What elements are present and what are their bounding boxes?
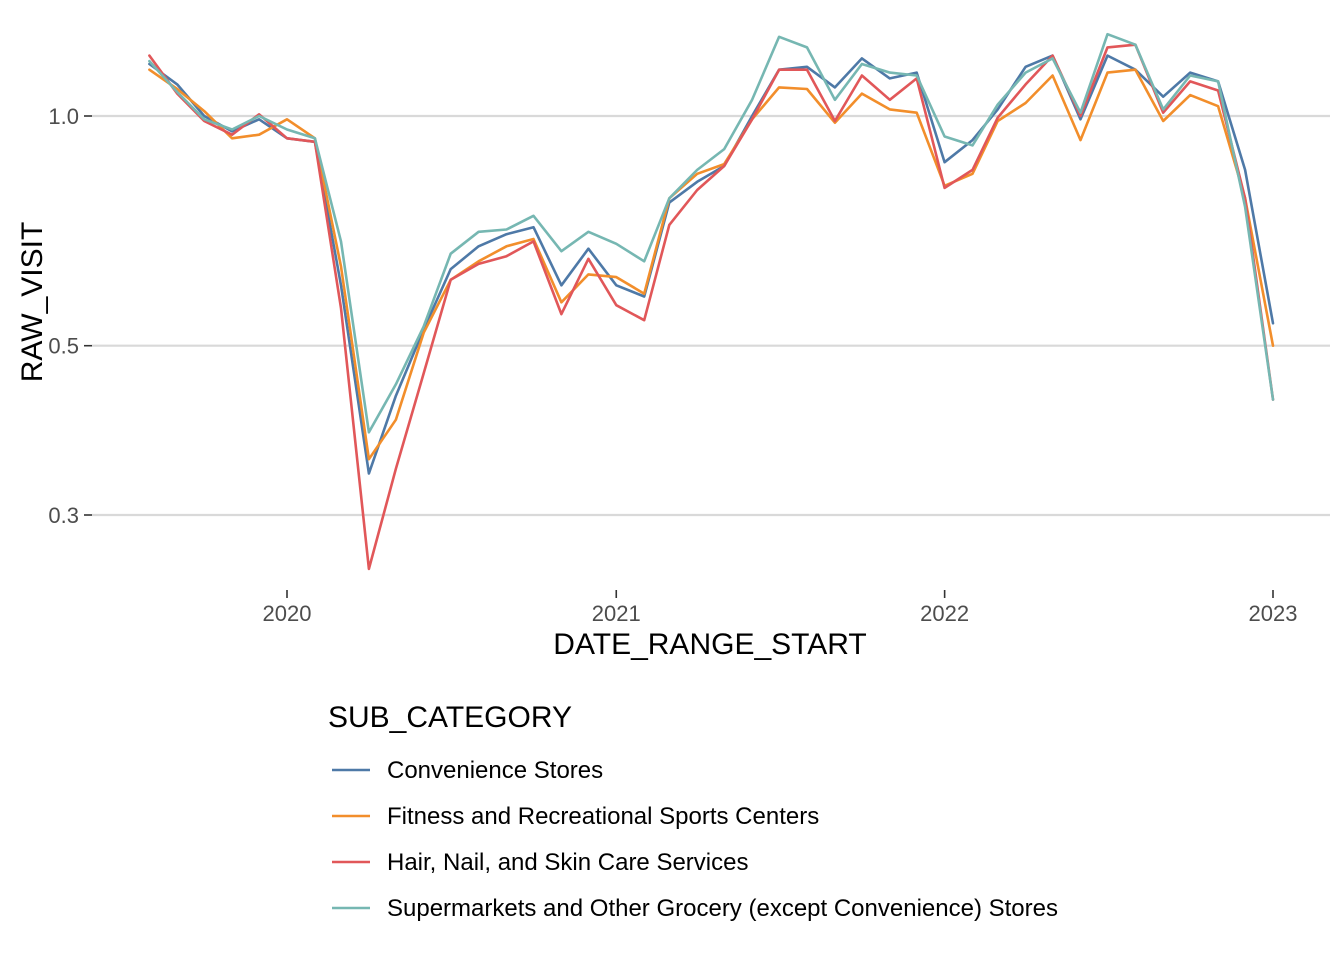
series-line-2 bbox=[148, 68, 1275, 461]
y-tick-label: 0.3 bbox=[48, 503, 79, 528]
x-tick-label: 2021 bbox=[592, 601, 641, 626]
series-layer bbox=[148, 32, 1275, 571]
x-axis-title: DATE_RANGE_START bbox=[553, 628, 866, 661]
legend-label: Fitness and Recreational Sports Centers bbox=[387, 803, 819, 830]
x-tick-label: 2020 bbox=[263, 601, 312, 626]
legend-items: Convenience Stores Fitness and Recreation… bbox=[332, 757, 1058, 922]
grid-layer bbox=[92, 114, 1330, 517]
legend-label: Supermarkets and Other Grocery (except C… bbox=[387, 895, 1058, 922]
y-tick-label: 0.5 bbox=[48, 334, 79, 359]
axis-layer: 0.3 0.5 1.0 2020 2021 2022 2023 bbox=[48, 104, 1297, 626]
series-line-3 bbox=[148, 43, 1275, 571]
x-tick-label: 2022 bbox=[920, 601, 969, 626]
y-tick-label: 1.0 bbox=[48, 104, 79, 129]
legend-item: Supermarkets and Other Grocery (except C… bbox=[332, 895, 1058, 922]
x-tick-label: 2023 bbox=[1249, 601, 1298, 626]
legend-label: Convenience Stores bbox=[387, 757, 603, 784]
legend-title: SUB_CATEGORY bbox=[328, 701, 572, 734]
legend-item: Fitness and Recreational Sports Centers bbox=[332, 803, 819, 830]
legend-label: Hair, Nail, and Skin Care Services bbox=[387, 849, 748, 876]
series-line-4 bbox=[148, 32, 1275, 434]
legend-item: Hair, Nail, and Skin Care Services bbox=[332, 849, 748, 876]
y-axis-title: RAW_VISIT bbox=[16, 222, 49, 383]
legend-item: Convenience Stores bbox=[332, 757, 603, 784]
legend: SUB_CATEGORY Convenience Stores Fitness a… bbox=[328, 701, 1058, 922]
series-line-1 bbox=[148, 54, 1275, 475]
